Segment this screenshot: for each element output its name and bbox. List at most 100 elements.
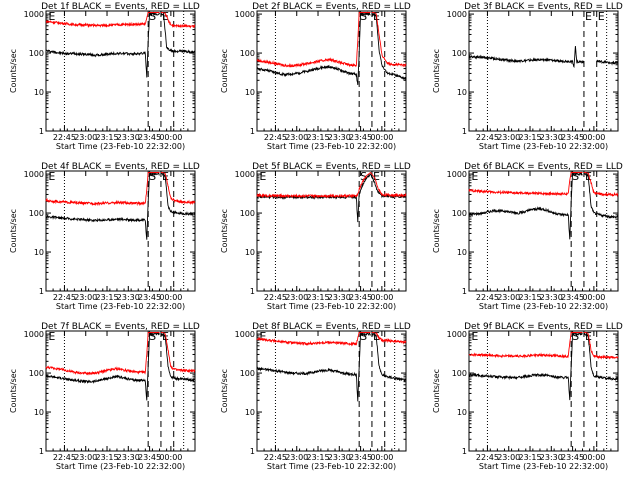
events-series-line	[596, 59, 619, 66]
x-tick-label: 00:00	[370, 133, 393, 142]
x-tick-label: 23:15	[306, 453, 329, 462]
y-tick-label: 10	[245, 248, 255, 257]
x-tick-label: 23:45	[561, 453, 584, 462]
event-marker-label: S	[360, 170, 367, 183]
y-axis-label: Counts/sec	[9, 49, 18, 93]
plot-frame	[468, 170, 619, 292]
lld-series-line	[45, 332, 160, 376]
y-tick-label: 100	[452, 49, 467, 58]
event-marker-label: S	[572, 170, 579, 183]
x-axis-label: Start Time (23-Feb-10 22:32:00)	[56, 462, 185, 471]
y-tick-label: 1000	[24, 170, 44, 179]
lld-series-line	[256, 332, 371, 347]
x-tick-label: 23:30	[540, 293, 563, 302]
y-tick-label: 100	[29, 369, 44, 378]
x-tick-label: 00:00	[370, 453, 393, 462]
x-tick-label: 23:30	[540, 453, 563, 462]
y-axis-label: Counts/sec	[220, 369, 229, 413]
event-marker-label: E	[471, 330, 478, 343]
x-tick-label: 23:30	[540, 133, 563, 142]
plot-frame	[45, 170, 196, 292]
x-tick-label: 00:00	[582, 453, 605, 462]
y-tick-label: 10	[457, 88, 467, 97]
x-tick-label: 23:15	[95, 133, 118, 142]
events-series-line	[160, 172, 196, 217]
x-axis-label: Start Time (23-Feb-10 22:32:00)	[479, 302, 608, 311]
lld-series-line	[45, 12, 160, 28]
x-tick-label: 23:30	[328, 453, 351, 462]
event-marker-label: E	[48, 330, 55, 343]
plot-frame	[468, 330, 619, 452]
x-tick-label: 23:45	[349, 293, 372, 302]
x-tick-label: 23:45	[561, 293, 584, 302]
chart-title: Det 2f BLACK = Events, RED = LLD	[252, 2, 411, 12]
y-axis-label: Counts/sec	[9, 369, 18, 413]
x-tick-label: 23:45	[349, 453, 372, 462]
chart-title: Det 4f BLACK = Events, RED = LLD	[41, 162, 200, 172]
event-marker-label: S	[149, 330, 156, 343]
events-series-line	[583, 332, 619, 382]
y-tick-label: 100	[240, 49, 255, 58]
y-tick-label: 1	[462, 447, 467, 456]
chart-panel-2: Det 2f BLACK = Events, RED = LLD 1 10 100 10…	[220, 2, 411, 151]
events-series-line	[468, 171, 583, 240]
events-series-line	[256, 11, 371, 85]
y-tick-label: 1	[39, 127, 44, 136]
y-tick-label: 100	[29, 209, 44, 218]
y-tick-label: 100	[29, 49, 44, 58]
x-tick-label: 22:45	[264, 133, 287, 142]
events-series-line	[160, 12, 196, 55]
y-tick-label: 1	[462, 127, 467, 136]
chart-title: Det 8f BLACK = Events, RED = LLD	[252, 322, 411, 332]
lld-series-line	[45, 172, 160, 207]
x-tick-label: 23:00	[74, 453, 97, 462]
x-tick-label: 23:30	[117, 453, 140, 462]
y-axis-label: Counts/sec	[432, 49, 441, 93]
y-tick-label: 100	[452, 369, 467, 378]
events-series-line	[256, 332, 371, 402]
x-tick-label: 23:00	[497, 293, 520, 302]
x-tick-label: 22:45	[53, 453, 76, 462]
x-axis-label: Start Time (23-Feb-10 22:32:00)	[56, 142, 185, 151]
y-tick-label: 10	[34, 408, 44, 417]
x-axis-label: Start Time (23-Feb-10 22:32:00)	[267, 142, 396, 151]
event-marker-label: E	[585, 10, 592, 23]
y-axis-label: Counts/sec	[220, 209, 229, 253]
events-series-line	[583, 172, 619, 219]
lld-series-line	[160, 332, 196, 374]
event-marker-label: E	[48, 10, 55, 23]
y-tick-label: 1000	[24, 330, 44, 339]
chart-panel-3: Det 3f BLACK = Events, RED = LLD 1 10 100 10…	[432, 2, 623, 151]
events-series-line	[468, 45, 585, 69]
chart-title: Det 9f BLACK = Events, RED = LLD	[464, 322, 623, 332]
chart-panel-5: Det 5f BLACK = Events, RED = LLD 1 10 100 10…	[220, 162, 411, 311]
x-axis-label: Start Time (23-Feb-10 22:32:00)	[267, 462, 396, 471]
x-tick-label: 23:30	[117, 133, 140, 142]
x-tick-label: 22:45	[53, 133, 76, 142]
x-tick-label: 23:00	[497, 453, 520, 462]
chart-title: Det 1f BLACK = Events, RED = LLD	[41, 2, 200, 12]
x-tick-label: 23:15	[518, 453, 541, 462]
chart-title: Det 6f BLACK = Events, RED = LLD	[464, 162, 623, 172]
x-tick-label: 23:15	[95, 293, 118, 302]
y-tick-label: 1000	[235, 10, 255, 19]
x-axis-label: Start Time (23-Feb-10 22:32:00)	[479, 462, 608, 471]
x-tick-label: 23:00	[74, 133, 97, 142]
plot-frame	[468, 10, 619, 132]
lld-series-line	[371, 12, 407, 68]
y-tick-label: 1000	[235, 330, 255, 339]
y-tick-label: 10	[34, 248, 44, 257]
y-tick-label: 1	[39, 287, 44, 296]
y-tick-label: 1000	[447, 170, 467, 179]
x-axis-label: Start Time (23-Feb-10 22:32:00)	[267, 302, 396, 311]
chart-panel-9: Det 9f BLACK = Events, RED = LLD 1 10 100 10…	[432, 322, 623, 471]
x-axis-label: Start Time (23-Feb-10 22:32:00)	[56, 302, 185, 311]
y-tick-label: 100	[452, 209, 467, 218]
event-marker-label: E	[48, 170, 55, 183]
y-axis-label: Counts/sec	[432, 209, 441, 253]
x-tick-label: 23:15	[518, 293, 541, 302]
lld-series-line	[468, 332, 583, 359]
x-tick-label: 22:45	[264, 293, 287, 302]
event-marker-label: E	[162, 10, 169, 23]
